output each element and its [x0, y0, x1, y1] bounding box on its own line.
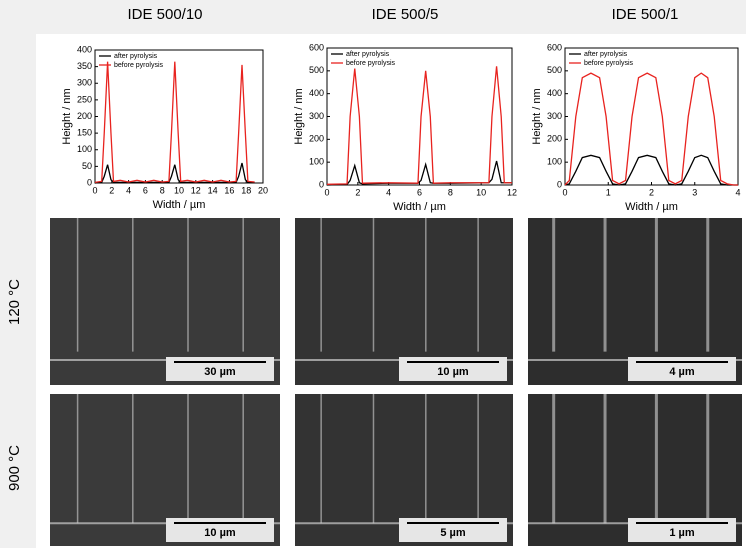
- scale-bar-label: 4 µm: [669, 366, 695, 378]
- y-tick-label: 100: [309, 157, 324, 167]
- x-tick-label: 0: [324, 187, 329, 197]
- scale-bar-label: 1 µm: [669, 527, 695, 539]
- y-tick-label: 100: [547, 157, 562, 167]
- x-tick-label: 2: [649, 187, 654, 197]
- x-tick-label: 3: [692, 187, 697, 197]
- x-tick-label: 10: [476, 187, 486, 197]
- line-series: [326, 160, 512, 186]
- line-series: [94, 61, 255, 183]
- row-label: 120 °C: [6, 279, 23, 325]
- y-tick-label: 350: [77, 61, 92, 71]
- y-tick-label: 100: [77, 144, 92, 154]
- x-tick-label: 18: [241, 185, 251, 195]
- y-tick-label: 300: [547, 111, 562, 121]
- y-tick-label: 500: [547, 65, 562, 75]
- x-tick-label: 4: [386, 187, 391, 197]
- y-tick-label: 150: [77, 128, 92, 138]
- y-tick-label: 400: [309, 88, 324, 98]
- y-tick-label: 50: [82, 161, 92, 171]
- y-tick-label: 0: [319, 179, 324, 189]
- x-tick-label: 14: [208, 185, 218, 195]
- y-tick-label: 400: [547, 88, 562, 98]
- scale-bar-label: 10 µm: [437, 366, 469, 378]
- line-series: [564, 72, 738, 186]
- x-tick-label: 4: [126, 185, 131, 195]
- legend-label: after pyrolysis: [584, 51, 628, 58]
- y-tick-label: 400: [77, 44, 92, 54]
- legend-label: after pyrolysis: [114, 53, 158, 60]
- x-tick-label: 0: [562, 187, 567, 197]
- y-tick-label: 200: [547, 134, 562, 144]
- y-tick-label: 300: [77, 78, 92, 88]
- line-series: [94, 162, 255, 184]
- x-tick-label: 8: [448, 187, 453, 197]
- y-axis-label: Height / nm: [531, 88, 543, 144]
- x-tick-label: 12: [191, 185, 201, 195]
- x-tick-label: 2: [109, 185, 114, 195]
- y-axis-label: Height / nm: [293, 88, 305, 144]
- legend-label: after pyrolysis: [346, 51, 390, 58]
- legend-label: before pyrolysis: [346, 60, 396, 67]
- y-axis-label: Height / nm: [61, 88, 73, 144]
- line-series: [326, 66, 512, 185]
- x-tick-label: 10: [174, 185, 184, 195]
- x-tick-label: 0: [92, 185, 97, 195]
- x-tick-label: 12: [507, 187, 517, 197]
- x-axis-label: Width / µm: [153, 199, 206, 211]
- x-tick-label: 6: [417, 187, 422, 197]
- y-tick-label: 600: [309, 42, 324, 52]
- scale-bar-label: 10 µm: [204, 527, 236, 539]
- x-tick-label: 16: [224, 185, 234, 195]
- line-series: [564, 154, 738, 186]
- x-axis-label: Width / µm: [625, 201, 678, 213]
- y-tick-label: 0: [557, 179, 562, 189]
- x-axis-label: Width / µm: [393, 201, 446, 213]
- column-title: IDE 500/1: [612, 6, 679, 23]
- y-tick-label: 0: [87, 177, 92, 187]
- scale-bar-label: 30 µm: [204, 366, 236, 378]
- y-tick-label: 200: [77, 111, 92, 121]
- x-tick-label: 20: [258, 185, 268, 195]
- x-tick-label: 8: [160, 185, 165, 195]
- y-tick-label: 300: [309, 111, 324, 121]
- y-tick-label: 250: [77, 94, 92, 104]
- y-tick-label: 600: [547, 42, 562, 52]
- y-tick-label: 200: [309, 134, 324, 144]
- legend-label: before pyrolysis: [114, 62, 164, 69]
- row-label: 900 °C: [6, 445, 23, 491]
- y-tick-label: 500: [309, 65, 324, 75]
- scale-bar-label: 5 µm: [440, 527, 466, 539]
- x-tick-label: 6: [143, 185, 148, 195]
- column-title: IDE 500/10: [127, 6, 202, 23]
- legend-label: before pyrolysis: [584, 60, 634, 67]
- x-tick-label: 4: [735, 187, 740, 197]
- x-tick-label: 1: [606, 187, 611, 197]
- column-title: IDE 500/5: [372, 6, 439, 23]
- x-tick-label: 2: [355, 187, 360, 197]
